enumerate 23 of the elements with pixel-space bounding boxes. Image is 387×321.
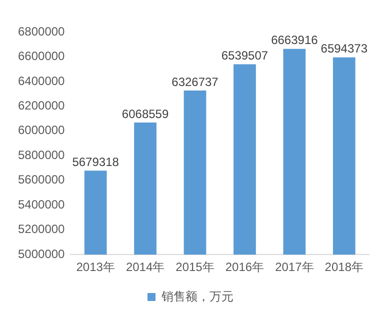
y-tick-label: 6200000 bbox=[18, 98, 66, 113]
y-tick-label: 6000000 bbox=[18, 123, 66, 138]
data-label: 6663916 bbox=[271, 33, 318, 48]
x-tick-label: 2014年 bbox=[126, 260, 165, 274]
data-label: 5679318 bbox=[72, 154, 120, 169]
x-tick-label: 2016年 bbox=[225, 260, 264, 274]
y-tick-label: 6400000 bbox=[18, 74, 66, 88]
data-label: 6594373 bbox=[320, 42, 368, 56]
y-tick-label: 5200000 bbox=[18, 222, 66, 236]
y-tick-label: 5400000 bbox=[18, 197, 66, 212]
y-tick-label: 6800000 bbox=[18, 24, 66, 38]
y-tick-label: 5800000 bbox=[18, 148, 66, 162]
y-tick-label: 5000000 bbox=[18, 246, 66, 261]
data-label: 6326737 bbox=[172, 74, 219, 89]
data-label: 6539507 bbox=[221, 48, 268, 63]
x-tick-label: 2015年 bbox=[176, 260, 214, 274]
data-label: 6068559 bbox=[122, 106, 169, 121]
x-tick-label: 2017年 bbox=[275, 260, 314, 274]
legend-label: 销售额，万元 bbox=[160, 289, 234, 304]
y-tick-label: 6600000 bbox=[18, 49, 66, 64]
y-tick-label: 5600000 bbox=[18, 172, 66, 187]
x-tick-label: 2013年 bbox=[76, 260, 115, 274]
x-tick-label: 2018年 bbox=[324, 260, 364, 274]
